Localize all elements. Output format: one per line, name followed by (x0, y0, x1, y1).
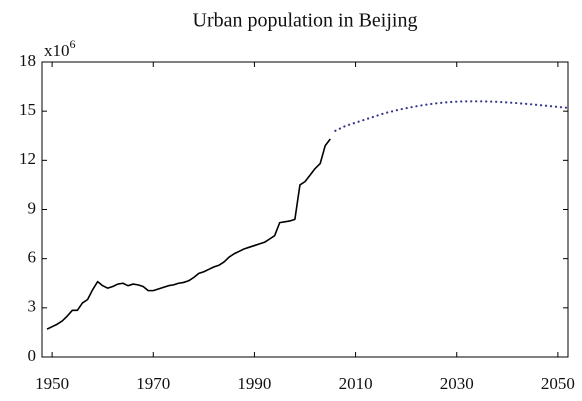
y-tick-label: 3 (28, 297, 37, 316)
series-line (334, 100, 570, 132)
y-multiplier-base: x10 (44, 41, 70, 60)
x-tick-label: 2010 (339, 374, 373, 393)
y-multiplier: x106 (44, 37, 76, 60)
x-tick-label: 2030 (440, 374, 474, 393)
y-tick-label: 0 (28, 346, 37, 365)
x-tick-label: 1950 (35, 374, 69, 393)
x-tick-label: 1990 (237, 374, 271, 393)
y-tick-label: 12 (19, 149, 36, 168)
x-tick-label: 1970 (136, 374, 170, 393)
y-tick-label: 18 (19, 51, 36, 70)
plot-frame (41, 61, 569, 358)
chart-title: Urban population in Beijing (193, 10, 418, 32)
y-tick-label: 15 (19, 100, 36, 119)
y-tick-label: 9 (28, 198, 37, 217)
x-tick-label: 2050 (541, 374, 575, 393)
y-multiplier-exponent: 6 (70, 37, 76, 51)
series-line (46, 138, 331, 330)
y-tick-label: 6 (28, 248, 37, 267)
